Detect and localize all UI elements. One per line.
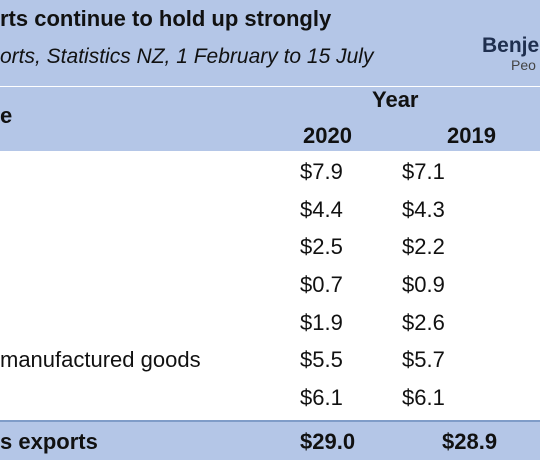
table-row: $7.9 $7.1 — [0, 153, 502, 191]
value-2020: $0.7 — [300, 271, 343, 297]
value-2019: $5.7 — [402, 347, 445, 373]
value-2019: $7.1 — [402, 158, 445, 184]
value-2019: $6.1 — [402, 384, 445, 410]
value-2019: $2.2 — [402, 234, 445, 260]
chart-title: rts continue to hold up strongly — [0, 6, 332, 31]
logo-subtext: Peo — [511, 57, 536, 73]
value-2019: $2.6 — [402, 309, 445, 335]
table-row: manufactured goods $5.5 $5.7 — [0, 341, 502, 379]
table-row: $0.7 $0.9 — [0, 266, 502, 304]
total-value-2020: $29.0 — [300, 429, 356, 454]
column-header-2020: 2020 — [303, 123, 352, 148]
table-row: $2.5 $2.2 — [0, 228, 502, 266]
value-2019: $0.9 — [402, 271, 445, 297]
table-header-band: rts continue to hold up strongly orts, S… — [0, 0, 540, 86]
row-label — [0, 228, 300, 266]
column-header-2019: 2019 — [447, 123, 496, 148]
value-2020: $2.5 — [300, 234, 343, 260]
value-2020: $1.9 — [300, 309, 343, 335]
total-row: s exports $29.0 $28.9 — [0, 420, 540, 460]
logo-text: Benje — [482, 34, 540, 57]
row-label — [0, 266, 300, 304]
table-row: $6.1 $6.1 — [0, 379, 502, 417]
table-row: $1.9 $2.6 — [0, 304, 502, 342]
row-label: manufactured goods — [0, 347, 201, 373]
chart-subtitle: orts, Statistics NZ, 1 February to 15 Ju… — [0, 45, 374, 68]
row-label — [0, 191, 300, 229]
table-row: $4.4 $4.3 — [0, 191, 502, 229]
total-label: s exports — [0, 429, 98, 454]
column-group-label: Year — [372, 87, 419, 112]
data-table: $7.9 $7.1 $4.4 $4.3 $2.5 $2.2 $0.7 $0.9 $1.9 $2.6… — [0, 153, 502, 417]
row-label — [0, 153, 300, 191]
value-2020: $7.9 — [300, 158, 343, 184]
row-header-label: e — [0, 103, 13, 128]
value-2020: $4.4 — [300, 196, 343, 222]
value-2020: $5.5 — [300, 347, 343, 373]
value-2020: $6.1 — [300, 384, 343, 410]
row-label — [0, 304, 300, 342]
value-2019: $4.3 — [402, 196, 445, 222]
row-label — [0, 379, 300, 417]
column-header-row: e Year 2020 2019 — [0, 86, 540, 151]
total-value-2019: $28.9 — [442, 429, 498, 454]
